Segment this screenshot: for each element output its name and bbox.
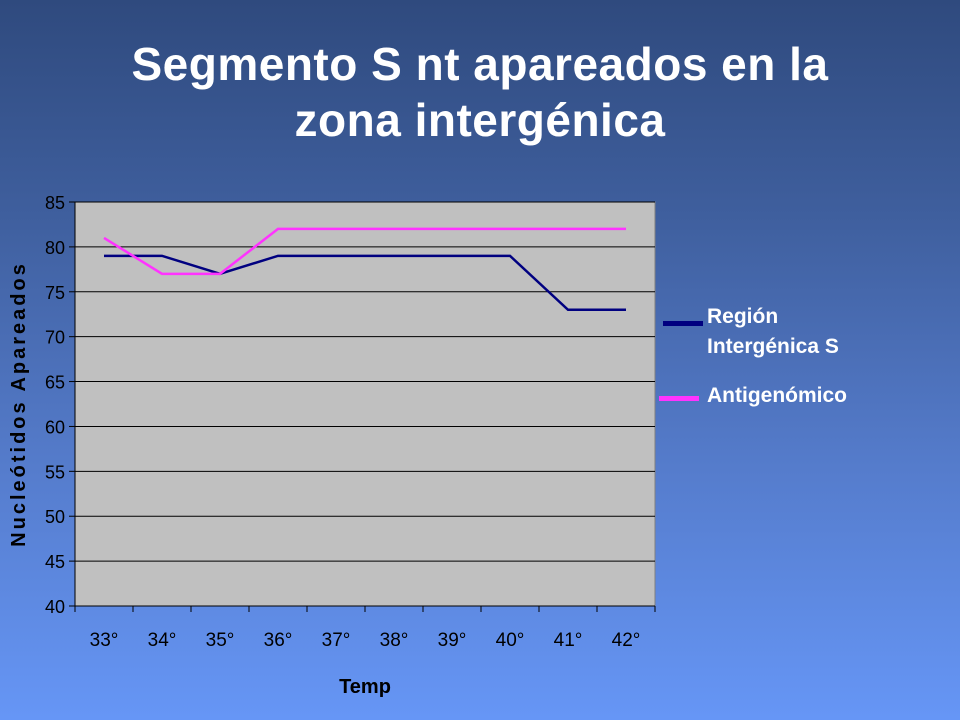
x-tick-label: 34° bbox=[148, 630, 177, 651]
x-tick-label: 36° bbox=[264, 630, 293, 651]
series-line bbox=[103, 227, 626, 276]
y-tick-label: 65 bbox=[45, 373, 65, 393]
x-tick-label: 39° bbox=[438, 630, 467, 651]
plot-area bbox=[74, 201, 656, 607]
x-tick-label: 40° bbox=[496, 630, 525, 651]
legend-label-line-2: Intergénica S bbox=[707, 335, 839, 358]
x-axis-title: Temp bbox=[339, 676, 391, 698]
y-axis-title: Nucleótidos Apareados bbox=[8, 261, 30, 547]
x-tick-label: 41° bbox=[554, 630, 583, 651]
x-tick-label: 42° bbox=[612, 630, 641, 651]
series-line bbox=[104, 254, 626, 311]
y-tick-label: 70 bbox=[45, 328, 65, 348]
slide-title: Segmento S nt apareados en la zona inter… bbox=[0, 36, 960, 148]
legend-label-line-1: Región bbox=[707, 305, 779, 328]
y-tick-label: 75 bbox=[45, 283, 65, 303]
y-tick-label: 50 bbox=[45, 507, 65, 527]
legend-swatch-region-intergenica bbox=[663, 321, 703, 326]
legend-label-region-intergenica: Región Intergénica S bbox=[707, 302, 839, 362]
y-tick-label: 40 bbox=[45, 597, 65, 617]
x-tick-label: 37° bbox=[322, 630, 351, 651]
slide-title-line-1: Segmento S nt apareados en la bbox=[131, 38, 829, 90]
y-tick-label: 85 bbox=[45, 193, 65, 213]
y-tick-label: 45 bbox=[45, 552, 65, 572]
legend-label-antigenomico: Antigenómico bbox=[707, 384, 847, 407]
legend-swatch-antigenomico bbox=[659, 396, 699, 401]
x-tick-label: 38° bbox=[380, 630, 409, 651]
y-tick-label: 55 bbox=[45, 462, 65, 482]
y-tick-label: 60 bbox=[45, 417, 65, 437]
x-tick-label: 33° bbox=[90, 630, 119, 651]
slide-title-line-2: zona intergénica bbox=[294, 94, 666, 146]
y-tick-label: 80 bbox=[45, 238, 65, 258]
x-tick-label: 35° bbox=[206, 630, 235, 651]
